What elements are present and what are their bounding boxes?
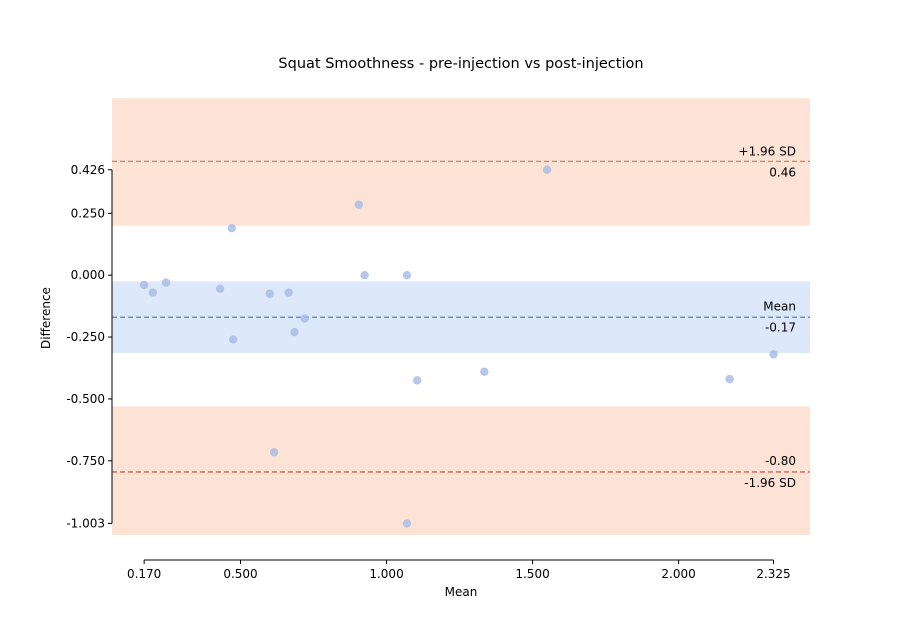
y-axis-label: Difference <box>39 287 53 349</box>
x-axis-label: Mean <box>445 585 478 599</box>
data-point-13 <box>360 270 369 280</box>
band-lower-loa-ci <box>112 406 810 536</box>
data-point-15 <box>402 519 412 528</box>
y-tick-label: 0.250 <box>71 206 105 220</box>
reference-lines <box>112 160 810 473</box>
data-point-9 <box>284 288 293 297</box>
data-point-5 <box>227 223 236 233</box>
data-point-2 <box>148 288 158 297</box>
x-tick-label: 1.500 <box>515 567 549 581</box>
x-tick-label: 2.325 <box>756 567 790 581</box>
annotations: +1.96 SD 0.46 Mean -0.17 -0.80 -1.96 SD <box>739 144 796 490</box>
data-point-4 <box>215 284 225 294</box>
data-point-7 <box>265 289 274 298</box>
data-point-14 <box>402 270 412 280</box>
y-tick-label: -0.750 <box>66 454 105 468</box>
lower-loa-label: -1.96 SD <box>744 476 796 490</box>
y-tick-label: 0.000 <box>71 268 105 282</box>
data-point-12 <box>354 200 363 209</box>
data-point-1 <box>139 280 149 290</box>
axes: 0.426 0.250 0.000 -0.250 -0.500 -0.750 -1.003 0… <box>66 163 790 581</box>
y-tick-label: -0.500 <box>66 392 105 406</box>
data-point-18 <box>542 165 552 174</box>
data-point-10 <box>290 327 299 337</box>
upper-loa-value: 0.46 <box>769 165 796 179</box>
scatter-points <box>139 165 778 528</box>
mean-value: -0.17 <box>765 320 796 334</box>
data-point-8 <box>269 447 279 457</box>
data-point-11 <box>300 314 309 323</box>
upper-loa-label: +1.96 SD <box>739 144 796 158</box>
data-point-17 <box>480 367 489 376</box>
x-tick-label: 2.000 <box>661 567 695 581</box>
data-point-3 <box>161 278 171 287</box>
x-tick-label: 0.500 <box>223 567 257 581</box>
data-point-19 <box>725 374 734 384</box>
y-tick-label: -1.003 <box>66 516 105 530</box>
x-tick-label: 1.000 <box>369 567 403 581</box>
data-point-20 <box>769 350 778 359</box>
chart-title: Squat Smoothness - pre-injection vs post… <box>278 56 643 72</box>
y-tick-label: 0.426 <box>71 163 105 177</box>
data-point-16 <box>412 376 422 385</box>
lower-loa-value: -0.80 <box>765 454 796 468</box>
data-point-6 <box>229 335 238 344</box>
x-tick-label: 0.170 <box>127 567 161 581</box>
mean-label: Mean <box>763 299 796 313</box>
y-tick-label: -0.250 <box>66 330 105 344</box>
